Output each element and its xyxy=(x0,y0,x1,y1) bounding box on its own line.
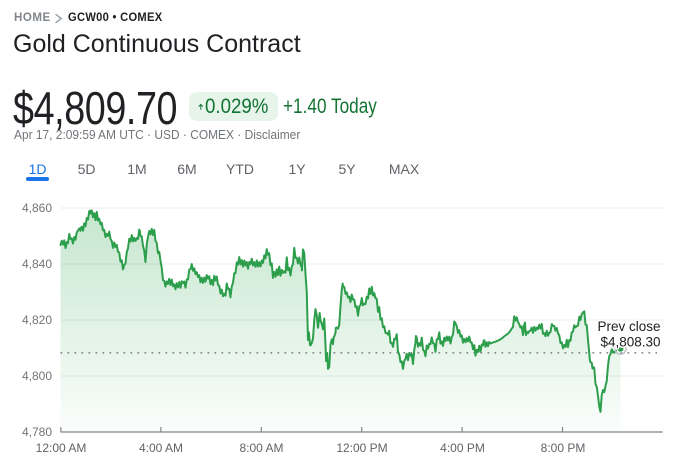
svg-text:4:00 PM: 4:00 PM xyxy=(440,441,485,455)
svg-text:4,820: 4,820 xyxy=(22,313,52,327)
svg-text:4,800: 4,800 xyxy=(22,369,52,383)
svg-text:8:00 PM: 8:00 PM xyxy=(541,441,586,455)
svg-text:12:00 PM: 12:00 PM xyxy=(336,441,387,455)
svg-text:4,840: 4,840 xyxy=(22,257,52,271)
svg-text:4,860: 4,860 xyxy=(22,201,52,215)
svg-text:$4,808.30: $4,808.30 xyxy=(600,335,660,350)
svg-text:12:00 AM: 12:00 AM xyxy=(36,441,87,455)
svg-text:4,780: 4,780 xyxy=(22,425,52,439)
svg-text:8:00 AM: 8:00 AM xyxy=(239,441,283,455)
svg-text:4:00 AM: 4:00 AM xyxy=(139,441,183,455)
svg-text:Prev close: Prev close xyxy=(597,319,660,334)
